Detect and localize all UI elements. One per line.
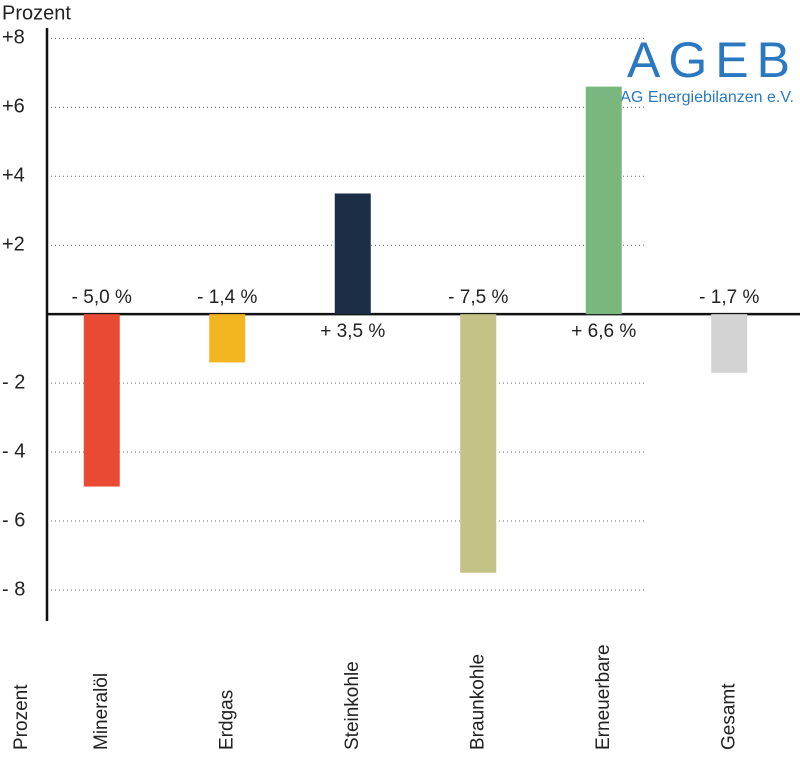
value-label: + 6,6 % xyxy=(571,321,636,342)
bar xyxy=(711,314,748,373)
bar xyxy=(334,193,371,315)
value-label: - 1,7 % xyxy=(699,287,759,308)
x-tick-label: Erdgas xyxy=(216,690,237,750)
y-tick-label: +8 xyxy=(2,27,25,49)
bar xyxy=(460,314,497,573)
x-axis-label: Prozent xyxy=(11,684,32,750)
value-label: - 1,4 % xyxy=(197,287,257,308)
y-tick-label: +2 xyxy=(2,233,25,255)
y-tick-label: - 8 xyxy=(2,578,25,600)
bar xyxy=(83,314,120,487)
y-tick-label: +4 xyxy=(2,165,25,187)
bar xyxy=(585,86,622,315)
logo: AGEB xyxy=(627,32,798,88)
y-tick-label: - 2 xyxy=(2,371,25,393)
y-tick-label: - 6 xyxy=(2,509,25,531)
y-tick-label: +6 xyxy=(2,96,25,118)
chart-title: Prozent xyxy=(2,2,71,24)
value-label: - 7,5 % xyxy=(448,287,508,308)
x-tick-label: Braunkohle xyxy=(467,654,488,750)
x-tick-label: Gesamt xyxy=(718,683,739,750)
logo-subtitle: AG Energiebilanzen e.V. xyxy=(620,89,794,106)
x-tick-label: Mineralöl xyxy=(91,673,112,750)
bar xyxy=(209,314,246,363)
y-tick-label: - 4 xyxy=(2,440,25,462)
value-label: - 5,0 % xyxy=(72,287,132,308)
x-tick-label: Erneuerbare xyxy=(593,644,614,750)
x-tick-label: Steinkohle xyxy=(342,661,363,750)
value-label: + 3,5 % xyxy=(320,321,385,342)
